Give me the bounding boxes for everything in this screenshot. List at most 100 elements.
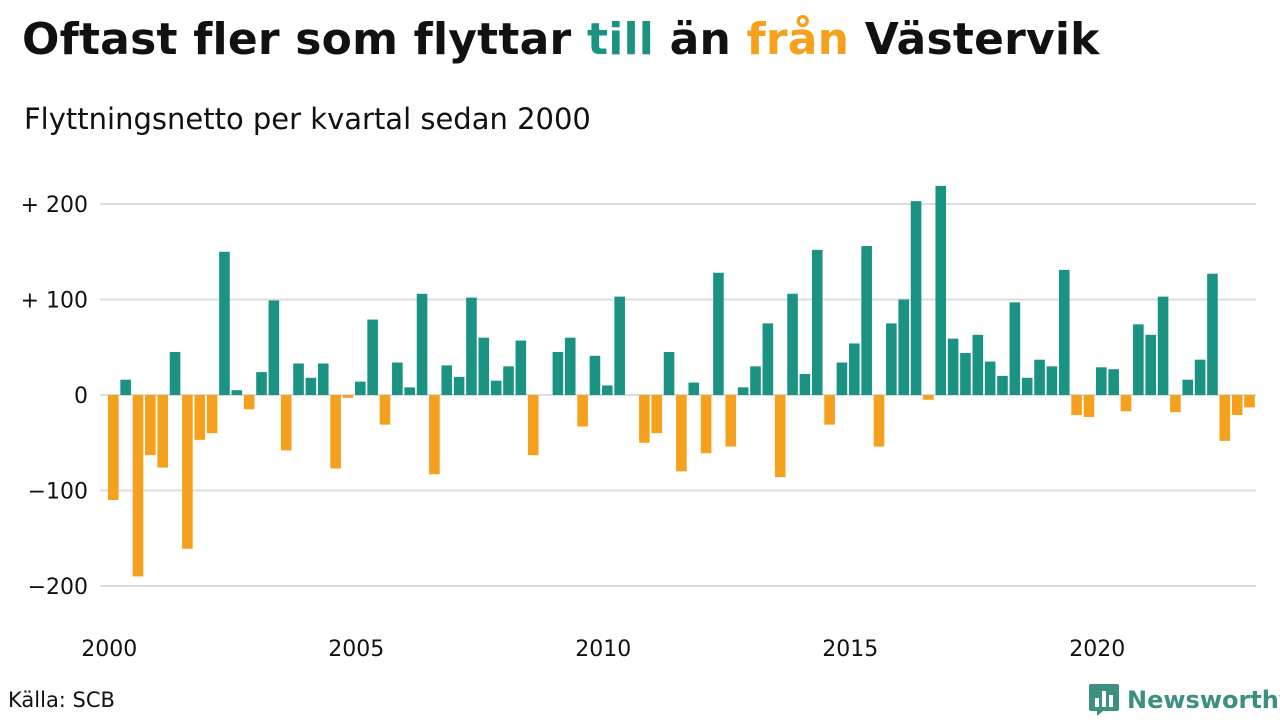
bar	[231, 390, 243, 395]
bar	[824, 395, 835, 425]
bar	[1096, 367, 1107, 396]
bar	[1034, 359, 1045, 396]
bar	[268, 300, 280, 395]
bar	[169, 352, 181, 395]
bar	[132, 395, 144, 577]
y-tick-label: −100	[28, 480, 88, 505]
bar	[515, 340, 527, 395]
bar	[342, 395, 354, 398]
bar	[799, 373, 811, 395]
bar	[602, 385, 613, 395]
bar	[392, 362, 403, 395]
bar	[700, 395, 712, 454]
bar	[898, 299, 909, 395]
bar	[404, 387, 415, 395]
title-part-1: Oftast fler som flyttar	[22, 14, 587, 65]
bar	[120, 379, 131, 395]
bar	[1207, 273, 1218, 395]
x-tick-label: 2005	[328, 637, 384, 662]
bar	[1021, 377, 1033, 395]
bar	[108, 395, 119, 501]
bar	[713, 272, 724, 395]
bar	[194, 395, 206, 440]
bar	[577, 395, 588, 427]
bar	[355, 381, 366, 395]
x-tick-label: 2000	[81, 637, 137, 662]
bar	[688, 382, 700, 395]
bar	[935, 185, 947, 395]
y-tick-label: 0	[74, 384, 88, 409]
bar	[849, 343, 860, 395]
bar	[466, 297, 477, 395]
bar	[1133, 324, 1144, 395]
bar	[293, 363, 304, 395]
chart-title: Oftast fler som flyttar till än från Väs…	[22, 14, 1100, 65]
bar	[1194, 359, 1206, 396]
bar	[725, 395, 737, 447]
bar	[305, 377, 317, 395]
bar	[256, 372, 267, 395]
bar	[1219, 395, 1231, 441]
bar	[330, 395, 341, 469]
bar	[317, 363, 329, 395]
bar	[972, 334, 984, 395]
title-word-till: till	[586, 14, 655, 65]
bar	[527, 395, 539, 456]
bar	[737, 387, 749, 395]
bar	[1231, 395, 1243, 416]
title-word-fran: från	[746, 14, 850, 65]
y-tick-label: + 200	[21, 193, 88, 218]
bar	[367, 319, 378, 395]
bar	[614, 296, 625, 395]
bar	[910, 201, 922, 395]
x-tick-label: 2010	[575, 637, 631, 662]
bar	[676, 395, 687, 472]
bar-chart: + 200 + 100 0 −100 −200 2000 2005 2010 2015 2020	[21, 185, 1256, 662]
bars	[108, 185, 1255, 577]
bar	[429, 395, 440, 475]
brand-logo[interactable]: Newsworthy	[1088, 682, 1280, 718]
bar	[811, 249, 823, 395]
bar	[441, 365, 453, 395]
source-note: Källa: SCB	[8, 688, 115, 712]
bar	[1145, 334, 1156, 395]
bar	[589, 355, 601, 396]
bar	[1182, 379, 1194, 395]
bar	[379, 395, 391, 425]
bar	[182, 395, 193, 549]
bar	[453, 376, 465, 395]
bar	[1046, 366, 1058, 395]
brand-name: Newsworthy	[1127, 686, 1280, 714]
bar	[503, 366, 514, 395]
bar	[1058, 269, 1070, 395]
bar	[157, 395, 168, 468]
bar	[280, 395, 292, 451]
bar	[219, 251, 230, 395]
y-axis-tick-labels: + 200 + 100 0 −100 −200	[21, 193, 88, 600]
y-tick-label: + 100	[21, 289, 88, 314]
bar	[478, 337, 490, 395]
y-tick-label: −200	[28, 575, 88, 600]
bar	[873, 395, 885, 447]
x-tick-label: 2020	[1069, 637, 1125, 662]
bar	[1083, 395, 1095, 417]
chart-subtitle: Flyttningsnetto per kvartal sedan 2000	[24, 102, 591, 136]
x-tick-label: 2015	[822, 637, 878, 662]
bar-chart-logo-icon	[1089, 684, 1119, 716]
bar	[145, 395, 156, 456]
title-part-5: Västervik	[849, 14, 1100, 65]
bar	[490, 380, 502, 395]
bar	[663, 352, 675, 395]
bar	[923, 395, 934, 400]
bar	[1108, 369, 1119, 395]
bar	[552, 352, 564, 395]
bar	[861, 246, 872, 395]
bar	[1244, 395, 1255, 408]
bar	[836, 362, 848, 395]
bar	[651, 395, 662, 434]
bar	[1071, 395, 1082, 416]
bar	[984, 361, 996, 395]
bar	[750, 366, 761, 395]
bar	[1120, 395, 1132, 412]
bar	[1170, 395, 1181, 413]
